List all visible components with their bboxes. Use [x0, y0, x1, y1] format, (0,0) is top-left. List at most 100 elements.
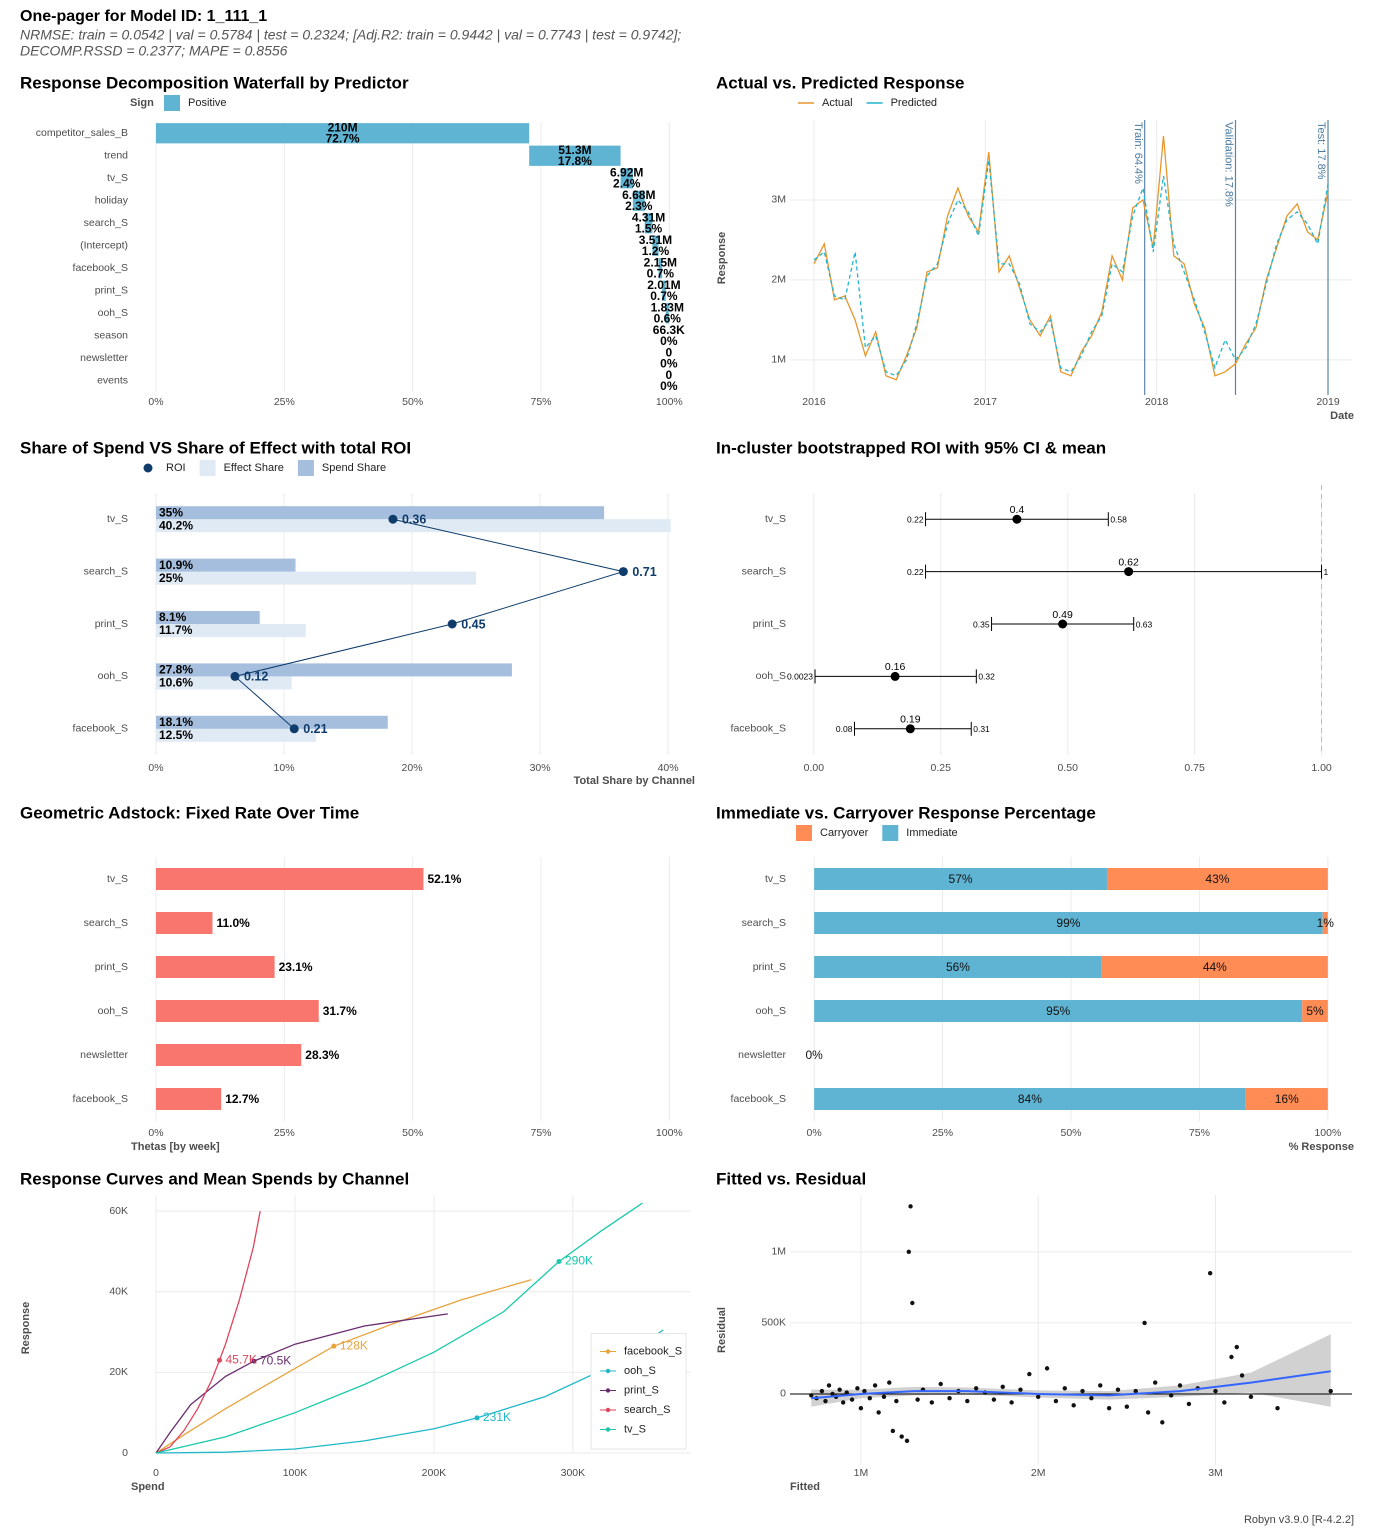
point	[1275, 1405, 1280, 1411]
bar	[156, 1000, 319, 1022]
x-tick-label: 20%	[402, 762, 423, 774]
share-label: 25%	[159, 571, 183, 585]
legend-label: Effect Share	[224, 462, 284, 474]
line	[813, 135, 1329, 381]
point	[1098, 1383, 1103, 1388]
legend-label: Spend Share	[322, 462, 386, 474]
point	[1239, 1373, 1245, 1378]
x-tick-label: 0.50	[1057, 762, 1078, 774]
category-label: ooh_S	[756, 1005, 786, 1017]
legend-swatch	[143, 463, 153, 473]
point	[1229, 1354, 1234, 1360]
point	[1234, 1344, 1239, 1350]
lower-label: 0.08	[836, 724, 853, 734]
x-tick-label: 10%	[274, 762, 295, 774]
chart-title: Response Curves and Mean Spends by Chann…	[20, 1169, 409, 1188]
segment-label: 43%	[1205, 872, 1229, 886]
x-tick-label: 100%	[656, 1127, 683, 1139]
mean-spend-label: 231K	[483, 1410, 511, 1424]
mean-point	[1124, 567, 1134, 577]
legend-title: Sign	[130, 97, 154, 109]
roi-point	[447, 619, 457, 629]
upper-label: 0.32	[978, 672, 995, 682]
point	[1071, 1403, 1076, 1408]
bar	[156, 956, 275, 978]
line	[813, 159, 1329, 377]
x-axis-title: Spend	[131, 1481, 165, 1493]
point	[899, 1434, 904, 1439]
x-tick-label: 75%	[530, 396, 551, 408]
category-label: search_S	[742, 565, 786, 577]
x-tick-label: 2017	[974, 396, 998, 408]
x-tick-label: 30%	[530, 762, 551, 774]
category-label: newsletter	[80, 1049, 128, 1061]
value-label: 23.1%	[279, 960, 313, 974]
bar-segment	[814, 912, 1323, 934]
point	[849, 1397, 855, 1402]
point	[1153, 1380, 1158, 1385]
bar	[529, 145, 621, 166]
segment-label: 95%	[1046, 1004, 1070, 1018]
x-tick-label: 100%	[656, 396, 683, 408]
smooth-line	[811, 1370, 1331, 1400]
roi-point	[618, 567, 628, 577]
point	[1168, 1393, 1174, 1398]
point	[837, 1387, 842, 1392]
x-tick-label: 200K	[422, 1467, 447, 1479]
amount-label: 4.31M	[632, 210, 665, 224]
legend-label: Carryover	[820, 827, 869, 839]
lower-label: 0.0023	[787, 672, 813, 682]
share-bar	[156, 715, 388, 729]
x-tick-label: 50%	[402, 1127, 423, 1139]
x-tick-label: 100%	[1314, 1127, 1341, 1139]
value-label: 0%	[660, 334, 678, 348]
value-label: 0.6%	[654, 311, 682, 325]
point	[904, 1438, 910, 1444]
segment-label: 57%	[949, 872, 973, 886]
point	[1248, 1394, 1254, 1399]
amount-label: 51.3M	[558, 143, 591, 157]
x-tick-label: 40%	[658, 762, 679, 774]
chart-title: In-cluster bootstrapped ROI with 95% CI …	[716, 438, 1106, 457]
mean-spend-label: 45.7K	[226, 1352, 257, 1366]
y-axis-title: Residual	[716, 1307, 728, 1353]
mean-spend-label: 70.5K	[260, 1353, 291, 1367]
share-bar	[156, 663, 512, 677]
bar	[652, 235, 659, 256]
point	[858, 1405, 864, 1411]
mean-spend-point	[251, 1358, 257, 1364]
category-label: season	[94, 330, 128, 342]
share-label: 10.6%	[159, 676, 193, 690]
x-tick-label: 50%	[402, 396, 423, 408]
point	[965, 1398, 970, 1404]
point	[1018, 1387, 1023, 1392]
chart-title: Response Decomposition Waterfall by Pred…	[20, 73, 409, 92]
mean-label: 0.19	[900, 714, 921, 726]
footer: Robyn v3.9.0 [R-4.2.2]	[1244, 1514, 1354, 1526]
y-axis-title: Response	[20, 1302, 32, 1355]
share-bar	[156, 558, 296, 572]
roi-label: 0.71	[632, 565, 656, 579]
legend-swatch	[605, 1368, 611, 1374]
point	[881, 1394, 887, 1399]
legend-label: ROI	[166, 462, 186, 474]
x-axis-title: Thetas [by week]	[131, 1141, 220, 1153]
point	[1062, 1386, 1067, 1391]
category-label: print_S	[753, 618, 786, 630]
y-tick-label: 20K	[109, 1366, 128, 1378]
category-label: events	[97, 375, 128, 387]
category-label: print_S	[753, 961, 786, 973]
legend-swatch	[796, 825, 812, 841]
point	[947, 1396, 952, 1401]
amount-label: 6.92M	[610, 165, 643, 179]
point	[830, 1391, 835, 1397]
lower-label: 0.22	[907, 567, 924, 577]
category-label: print_S	[95, 961, 128, 973]
point	[1106, 1405, 1112, 1411]
point	[973, 1386, 979, 1391]
point	[1089, 1396, 1094, 1401]
point	[1044, 1366, 1050, 1371]
y-axis-title: Response	[716, 232, 728, 285]
